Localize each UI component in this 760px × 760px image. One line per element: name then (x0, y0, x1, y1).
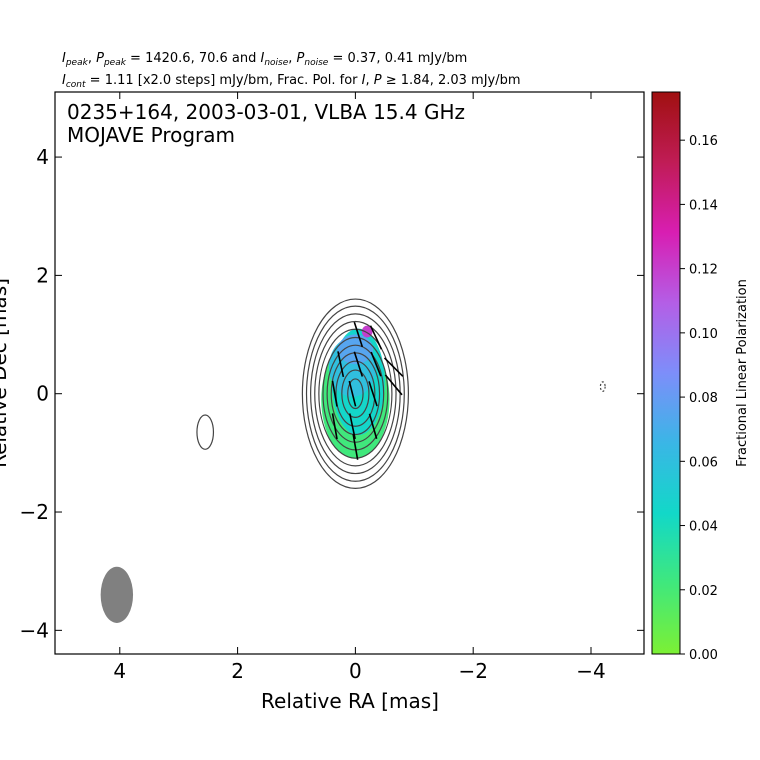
y-axis-label: Relative Dec [mas] (0, 278, 11, 468)
evpa-tick-13 (352, 433, 359, 460)
intensity-contour-3 (314, 320, 397, 467)
colorbar-label: Fractional Linear Polarization (735, 279, 750, 467)
evpa-tick-10 (331, 413, 338, 440)
evpa-tick-12 (368, 413, 378, 439)
plot-area (100, 298, 606, 623)
colorbar-tick-label-7: 0.14 (689, 198, 718, 213)
evpa-tick-8 (348, 380, 357, 407)
evpa-tick-1 (369, 325, 383, 350)
evpa-tick-11 (348, 413, 356, 440)
colorbar-tick-label-3: 0.06 (689, 455, 718, 470)
colorbar-tick-label-0: 0.00 (689, 648, 718, 663)
intensity-contour-1 (305, 305, 405, 482)
evpa-tick-2 (383, 357, 404, 377)
x-tick-label-4: −4 (576, 659, 605, 683)
colorbar-tick-label-8: 0.16 (689, 134, 718, 149)
chart-title-line-1: 0235+164, 2003-03-01, VLBA 15.4 GHz (67, 100, 465, 124)
colorbar-ticks: 0.00 0.02 0.04 0.06 0.08 0.10 0.12 0.14 0.16 (680, 134, 718, 663)
evpa-tick-4 (337, 351, 345, 378)
secondary-contour-0 (196, 414, 215, 450)
y-tick-label-2: 0 (36, 382, 49, 406)
axis-ticks: 4 2 0 −2 −4 4 2 0 −2 −4 (20, 92, 644, 683)
secondary-contour-1 (599, 381, 606, 392)
intensity-contour-4 (318, 328, 393, 459)
x-tick-label-0: 4 (113, 659, 126, 683)
y-tick-label-0: 4 (36, 145, 49, 169)
x-tick-label-2: 0 (349, 659, 362, 683)
colorbar-tick-label-4: 0.08 (689, 391, 718, 406)
chart-title-line-2: MOJAVE Program (67, 123, 235, 147)
colorbar-tick-label-5: 0.10 (689, 327, 718, 342)
evpa-tick-7 (331, 380, 338, 407)
evpa-tick-5 (353, 351, 364, 377)
evpa-tick-6 (370, 351, 382, 377)
header-line-1: Ipeak, Ppeak = 1420.6, 70.6 and Inoise, … (62, 51, 467, 68)
colorbar-tick-label-2: 0.04 (689, 520, 718, 535)
intensity-contour-10 (347, 378, 364, 410)
y-tick-label-1: 2 (36, 263, 49, 287)
evpa-tick-3 (384, 374, 403, 396)
intensity-contour-8 (335, 360, 376, 427)
y-tick-label-3: −2 (20, 500, 49, 524)
x-tick-label-3: −2 (458, 659, 487, 683)
colorbar (651, 91, 681, 655)
polarization-region-3 (337, 334, 374, 365)
plot-frame (54, 91, 645, 655)
x-axis-label: Relative RA [mas] (261, 689, 439, 713)
beam-ellipse (100, 566, 134, 623)
evpa-tick-0 (353, 321, 364, 348)
evpa-tick-9 (368, 381, 378, 407)
intensity-contour-9 (341, 369, 370, 418)
intensity-contour-6 (326, 344, 385, 443)
header-line-2: Icont = 1.11 [x2.0 steps] mJy/bm, Frac. … (62, 73, 521, 90)
y-tick-label-4: −4 (20, 618, 49, 642)
x-tick-label-1: 2 (231, 659, 244, 683)
colorbar-tick-label-6: 0.12 (689, 263, 718, 278)
colorbar-tick-label-1: 0.02 (689, 584, 718, 599)
intensity-contour-0 (301, 298, 410, 489)
